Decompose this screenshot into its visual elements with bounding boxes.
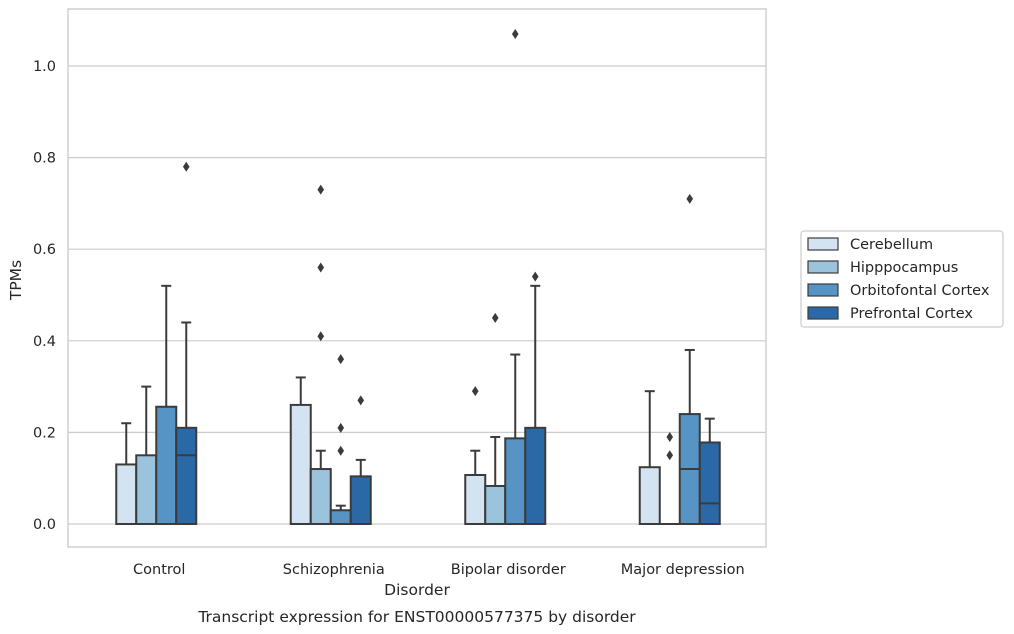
outlier-point <box>491 312 499 323</box>
outlier-point <box>357 395 365 406</box>
box-group <box>155 284 178 526</box>
outlier-point <box>531 271 539 282</box>
x-tick-label: Bipolar disorder <box>451 562 566 578</box>
outlier-point <box>182 161 190 172</box>
outlier-point <box>471 386 479 397</box>
box <box>175 426 198 526</box>
box-group <box>464 386 487 525</box>
x-tick-label: Schizophrenia <box>283 562 385 578</box>
legend-frame <box>800 230 1004 328</box>
y-tick-label: 0.2 <box>33 425 56 441</box>
y-axis-ticks: 0.0 0.2 0.4 0.6 0.8 1.0 <box>33 59 56 533</box>
box-group <box>135 385 158 525</box>
chart-marks <box>115 28 721 526</box>
box-group <box>309 184 332 526</box>
outlier-point <box>511 28 519 39</box>
outlier-point <box>317 331 325 342</box>
legend-label: Prefrontal Cortex <box>850 306 973 322</box>
box <box>155 405 178 526</box>
x-axis-label: Disorder <box>384 581 450 599</box>
box <box>484 484 507 525</box>
box <box>329 509 352 526</box>
box-group <box>115 422 138 525</box>
legend-swatch <box>807 260 839 274</box>
box <box>638 466 661 526</box>
box <box>504 437 527 526</box>
outlier-point <box>317 262 325 273</box>
legend-label: Cerebellum <box>850 237 933 253</box>
y-tick-label: 0.4 <box>33 334 56 350</box>
legend-swatch <box>807 283 839 297</box>
box <box>309 468 332 526</box>
box <box>464 473 487 525</box>
outlier-point <box>666 431 674 442</box>
x-tick-label: Control <box>133 562 185 578</box>
y-tick-label: 0.8 <box>33 151 56 167</box>
box <box>289 403 312 526</box>
box-group <box>175 161 198 526</box>
y-tick-label: 0.6 <box>33 242 56 258</box>
legend-label: Hipppocampus <box>850 260 958 276</box>
outlier-point <box>337 354 345 365</box>
box-group <box>289 376 312 526</box>
box-group <box>349 395 372 526</box>
box-group <box>504 28 527 526</box>
box <box>698 441 721 526</box>
outlier-point <box>337 445 345 456</box>
box-group <box>524 271 547 526</box>
box-group <box>484 312 507 525</box>
outlier-point <box>337 422 345 433</box>
legend-swatch <box>807 237 839 251</box>
box-group <box>658 431 681 526</box>
legend-swatch <box>807 306 839 320</box>
legend-label: Orbitofontal Cortex <box>850 283 990 299</box>
legend: Cerebellum Hipppocampus Orbitofontal Corte… <box>800 230 1004 328</box>
y-axis-label: TPMs <box>7 260 25 301</box>
outlier-point <box>686 193 694 204</box>
chart-caption: Transcript expression for ENST0000057737… <box>197 608 636 626</box>
outlier-point <box>666 450 674 461</box>
outlier-point <box>317 184 325 195</box>
x-axis-ticks: Control Schizophrenia Bipolar disorder Majo… <box>133 562 745 578</box>
box-group <box>678 193 701 525</box>
box-group <box>638 390 661 526</box>
box-group <box>329 354 352 526</box>
x-tick-label: Major depression <box>621 562 745 578</box>
y-tick-label: 0.0 <box>33 517 56 533</box>
box <box>115 463 138 525</box>
box-group <box>698 417 721 526</box>
box <box>349 475 372 526</box>
plot-frame <box>67 8 767 548</box>
box <box>135 454 158 525</box>
y-tick-label: 1.0 <box>33 59 56 75</box>
box <box>524 426 547 526</box>
